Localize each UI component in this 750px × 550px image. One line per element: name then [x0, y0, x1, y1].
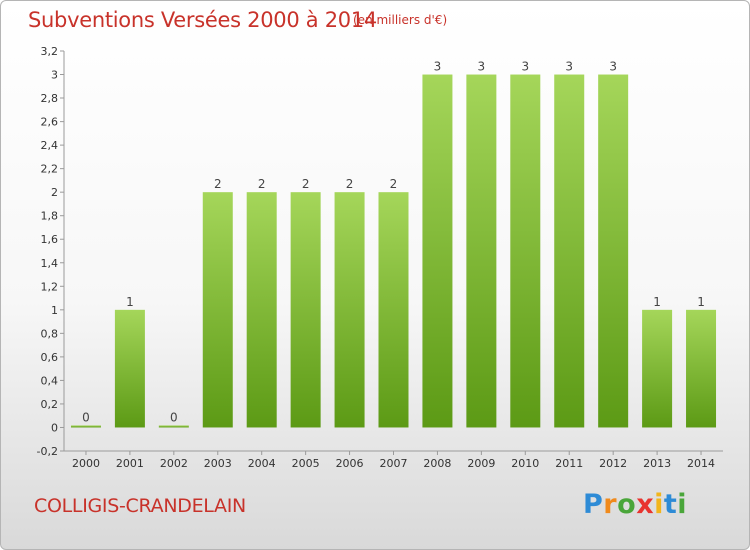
chart-title: Subventions Versées 2000 à 2014 [28, 8, 377, 32]
x-tick-label: 2014 [687, 457, 715, 470]
x-tick-label: 2010 [511, 457, 539, 470]
y-tick-label: 3 [51, 69, 58, 82]
logo-letter: r [603, 489, 618, 520]
data-label: 2 [302, 177, 310, 191]
y-tick-label: 2,4 [41, 139, 59, 152]
data-label: 3 [434, 60, 442, 74]
logo-letter: P [583, 489, 604, 520]
bar [598, 74, 629, 428]
logo-letter: t [663, 489, 678, 520]
y-tick-label: 1,2 [41, 280, 59, 293]
data-label: 3 [521, 60, 529, 74]
x-tick-label: 2011 [555, 457, 583, 470]
x-tick-label: 2006 [336, 457, 364, 470]
bar [466, 74, 497, 428]
data-label: 2 [258, 177, 266, 191]
x-tick-label: 2003 [204, 457, 232, 470]
bar [378, 192, 409, 428]
x-tick-label: 2004 [248, 457, 276, 470]
data-label: 3 [478, 60, 486, 74]
x-tick-label: 2000 [72, 457, 100, 470]
x-tick-label: 2009 [467, 457, 495, 470]
data-label: 0 [82, 410, 90, 424]
logo-letter: o [617, 489, 637, 520]
bar [114, 309, 145, 428]
bar [290, 192, 321, 428]
y-tick-label: 1,8 [41, 210, 59, 223]
y-tick-label: 2,6 [41, 116, 59, 129]
y-tick-label: 2,8 [41, 92, 59, 105]
data-label: 3 [565, 60, 573, 74]
commune-name: COLLIGIS-CRANDELAIN [34, 495, 246, 517]
data-label: 2 [214, 177, 222, 191]
x-tick-label: 2001 [116, 457, 144, 470]
x-tick-label: 2005 [292, 457, 320, 470]
bar [158, 425, 189, 428]
y-tick-label: 2,2 [41, 163, 59, 176]
bar [246, 192, 277, 428]
proxiti-logo: Proxiti [583, 489, 687, 520]
data-label: 1 [126, 295, 134, 309]
bar [686, 309, 717, 428]
x-tick-label: 2013 [643, 457, 671, 470]
data-label: 2 [346, 177, 354, 191]
chart-unit: (en milliers d'€) [353, 13, 448, 27]
data-label: 3 [609, 60, 617, 74]
data-label: 1 [697, 295, 705, 309]
x-tick-label: 2002 [160, 457, 188, 470]
y-tick-label: 0,2 [41, 398, 59, 411]
data-label: 2 [390, 177, 398, 191]
bar [554, 74, 585, 428]
y-tick-label: 3,2 [41, 45, 59, 58]
logo-letter: i [677, 489, 688, 520]
logo-letter: i [654, 489, 664, 520]
x-tick-label: 2012 [599, 457, 627, 470]
logo-letter: x [636, 489, 655, 520]
bar [422, 74, 453, 428]
y-tick-label: -0,2 [37, 445, 58, 458]
y-tick-label: 0,4 [41, 374, 59, 387]
bar [334, 192, 365, 428]
x-tick-label: 2008 [423, 457, 451, 470]
y-tick-label: 0,6 [41, 351, 59, 364]
y-tick-label: 1 [51, 304, 58, 317]
bar [202, 192, 233, 428]
data-label: 1 [653, 295, 661, 309]
y-tick-label: 2 [51, 186, 58, 199]
x-tick-label: 2007 [380, 457, 408, 470]
data-label: 0 [170, 410, 178, 424]
y-tick-label: 1,6 [41, 233, 59, 246]
y-tick-label: 1,4 [41, 257, 59, 270]
bar [642, 309, 673, 428]
bar [510, 74, 541, 428]
bar [70, 425, 101, 428]
y-tick-label: 0 [51, 421, 58, 434]
y-tick-label: 0,8 [41, 327, 59, 340]
